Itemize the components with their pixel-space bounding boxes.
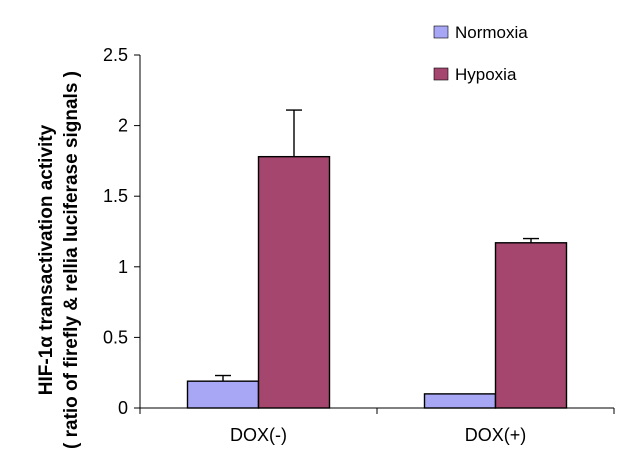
y-axis-ticks: 0 0.5 1 1.5 2 2.5 <box>103 45 140 418</box>
x-tick-label: DOX(+) <box>465 425 527 445</box>
legend-swatch-hypoxia <box>433 67 449 81</box>
y-tick-label: 0 <box>118 398 128 418</box>
x-axis-ticks: DOX(-) DOX(+) <box>139 408 615 445</box>
bar-hypoxia <box>257 155 331 409</box>
y-axis-title: HIF-1α transactivation activity <box>36 124 57 395</box>
y-axis-title-line2: ( ratio of firefly & rellia luciferase s… <box>61 71 82 449</box>
bar-normoxia <box>423 393 497 409</box>
x-tick-label: DOX(-) <box>230 425 287 445</box>
y-tick-label: 1 <box>118 257 128 277</box>
y-tick-label: 1.5 <box>103 186 128 206</box>
y-tick-label: 0.5 <box>103 327 128 347</box>
y-axis-title-line1: HIF-1α transactivation activity <box>36 124 57 395</box>
y-tick-label: 2.5 <box>103 45 128 65</box>
legend-label-hypoxia: Hypoxia <box>455 65 517 84</box>
bar-normoxia <box>186 380 260 409</box>
legend: Normoxia Hypoxia <box>433 23 528 84</box>
bar-hypoxia <box>494 242 568 409</box>
legend-swatch-normoxia <box>433 25 449 39</box>
legend-label-normoxia: Normoxia <box>455 23 528 42</box>
bars-group <box>186 109 568 409</box>
y-tick-label: 2 <box>118 116 128 136</box>
